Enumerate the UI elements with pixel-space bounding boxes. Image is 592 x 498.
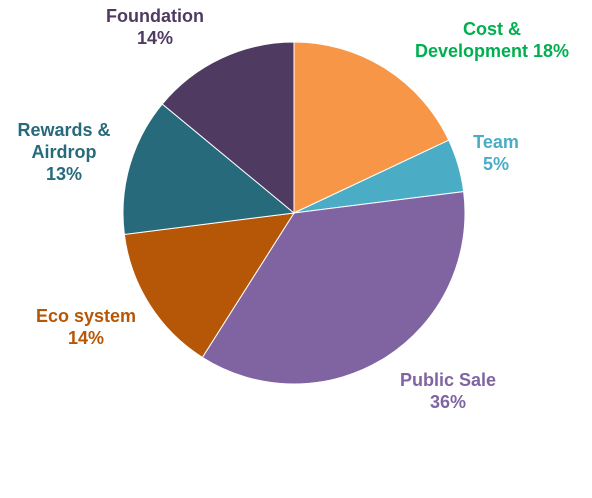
label-eco-system: Eco system 14%: [26, 305, 146, 349]
label-public-sale-name: Public Sale: [399, 370, 497, 390]
label-cost-development-percent: 18%: [533, 41, 570, 61]
label-cost-development-line1: Cost &: [463, 19, 521, 39]
pie-slice-foundation: [161, 41, 295, 215]
label-cost-development: Cost & Development 18%: [400, 18, 584, 62]
pie-slice-rewards-airdrop: [122, 103, 296, 235]
label-team: Team 5%: [460, 131, 532, 175]
label-foundation: Foundation 14%: [95, 5, 215, 49]
label-cost-development-line2: Development: [414, 41, 528, 61]
label-team-name: Team: [473, 132, 519, 152]
label-eco-system-name: Eco system: [35, 306, 137, 326]
pie-slice-cost-development: [293, 41, 450, 214]
label-eco-system-percent: 14%: [67, 328, 105, 348]
label-foundation-percent: 14%: [136, 28, 174, 48]
label-rewards-airdrop-line2: Airdrop: [31, 142, 97, 162]
pie-slice-eco-system: [123, 212, 295, 359]
label-team-percent: 5%: [482, 154, 509, 174]
pie-slice-public-sale: [201, 191, 466, 385]
label-rewards-airdrop-line1: Rewards &: [17, 120, 111, 140]
label-rewards-airdrop: Rewards & Airdrop 13%: [6, 119, 122, 185]
label-public-sale: Public Sale 36%: [388, 369, 508, 413]
label-foundation-name: Foundation: [106, 6, 204, 26]
label-public-sale-percent: 36%: [429, 392, 467, 412]
label-rewards-airdrop-percent: 13%: [45, 164, 83, 184]
